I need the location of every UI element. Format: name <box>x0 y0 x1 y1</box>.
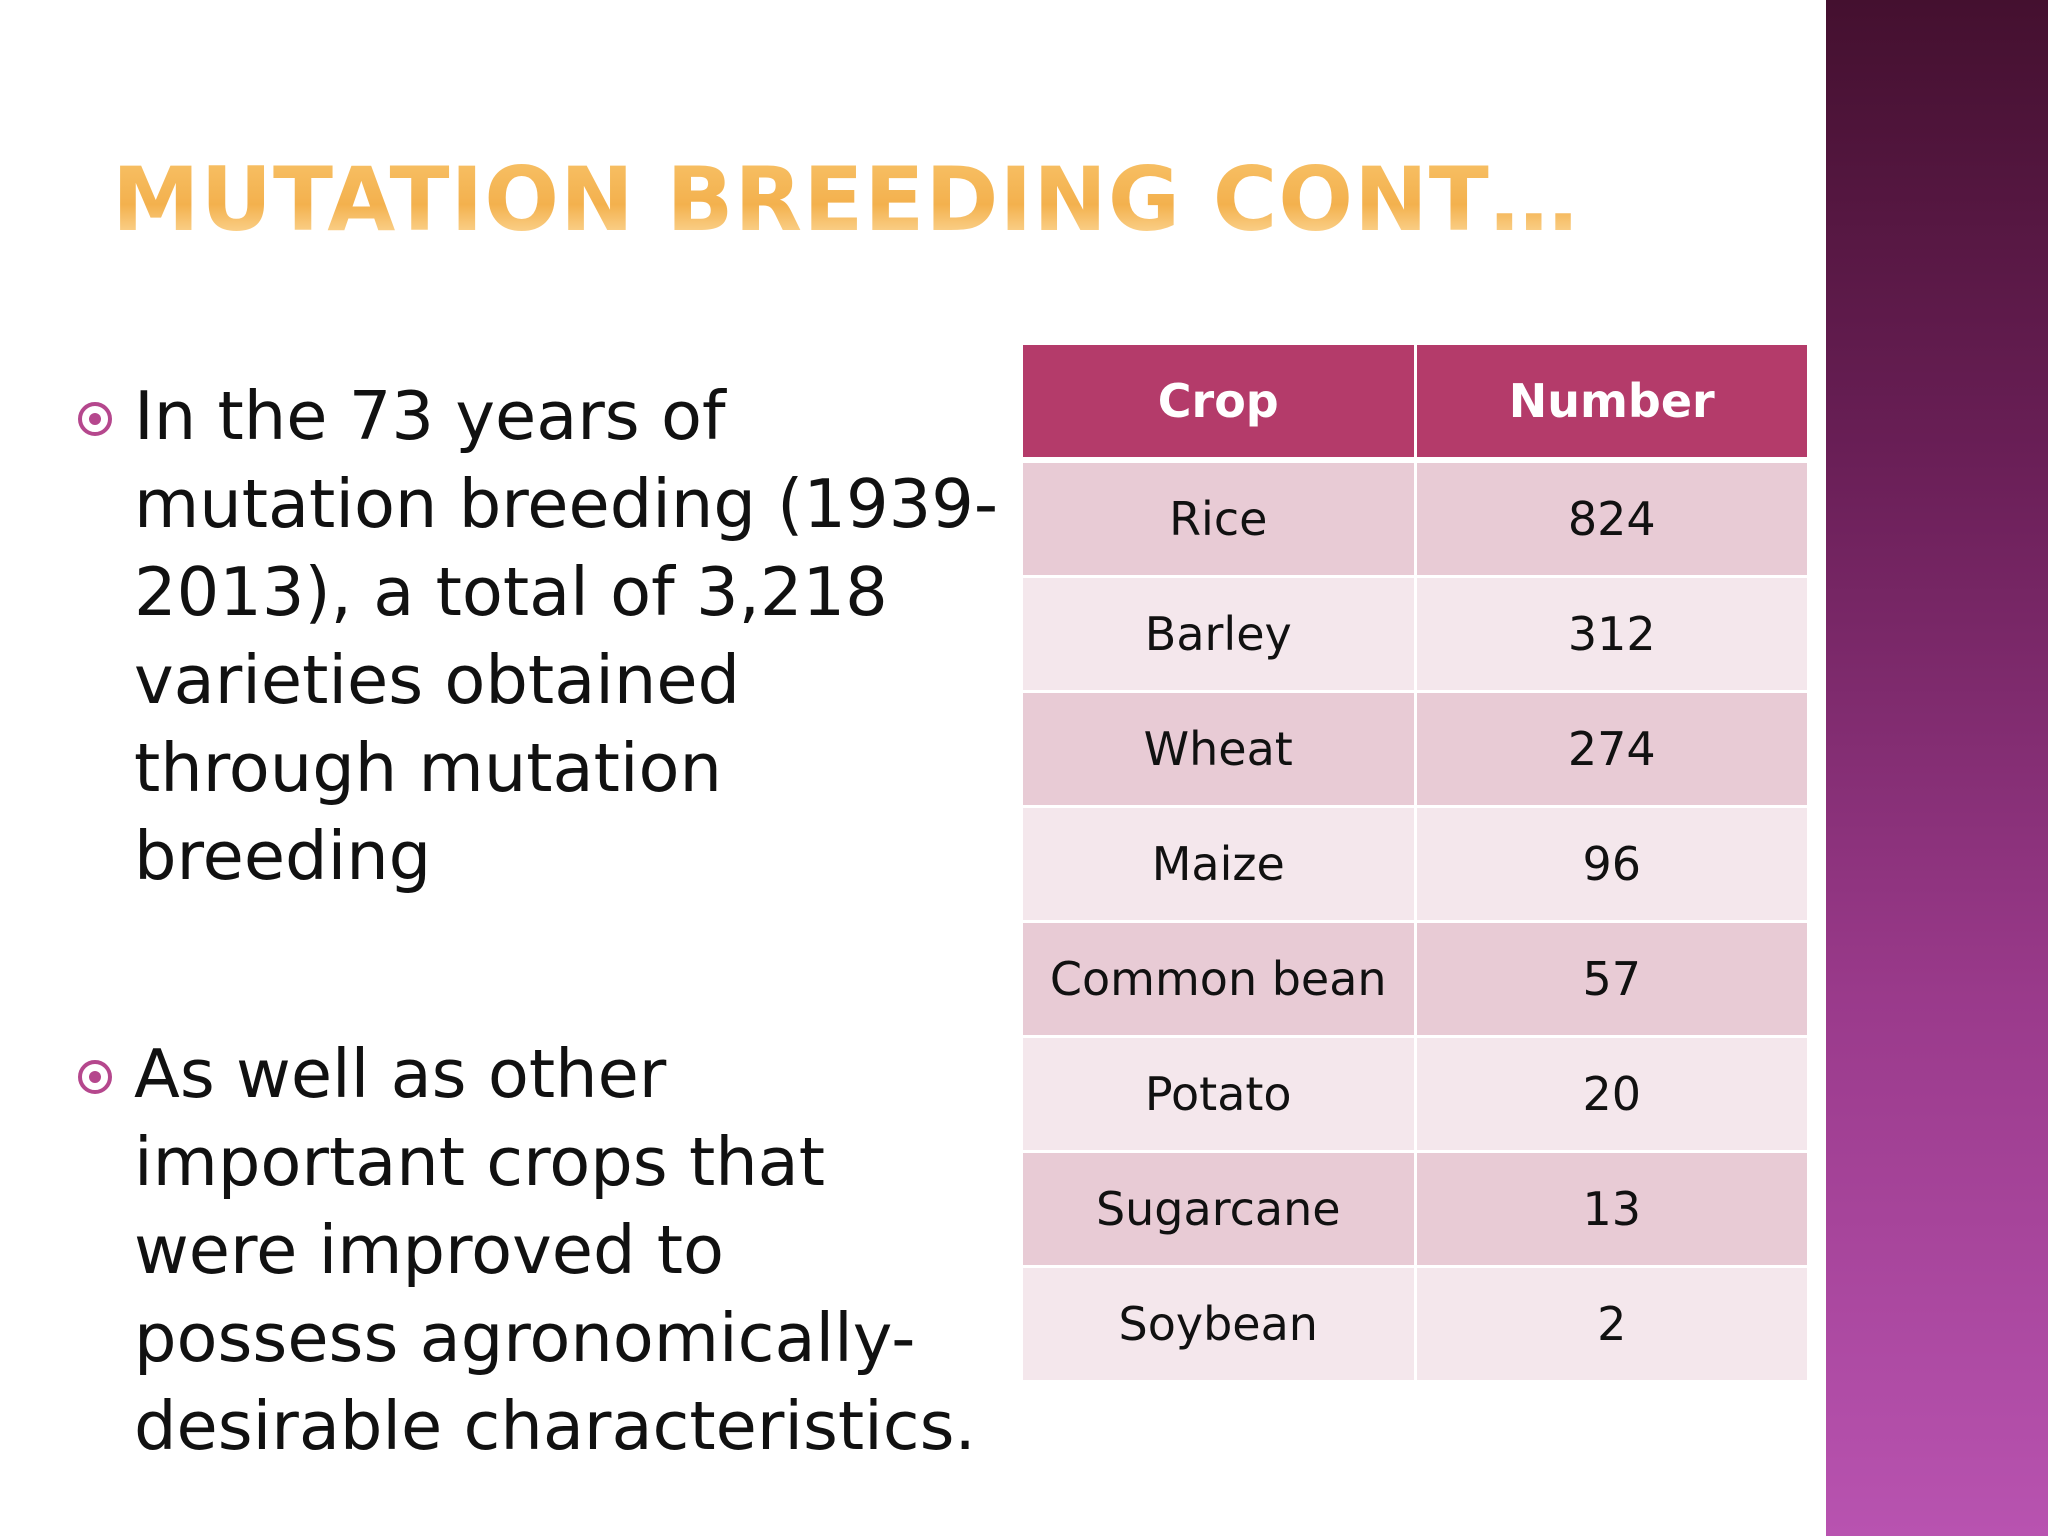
cell-crop: Barley <box>1020 575 1417 693</box>
cell-number: 2 <box>1413 1265 1810 1383</box>
cell-number: 312 <box>1413 575 1810 693</box>
table-row: Maize 96 <box>1020 805 1810 923</box>
bullet-text: As well as other important crops that we… <box>134 1035 976 1465</box>
crop-varieties-table: Crop Number Rice 824 Barley 312 Wheat 27… <box>1020 342 1810 1383</box>
table-row: Barley 312 <box>1020 575 1810 693</box>
bullet-item: In the 73 years of mutation breeding (19… <box>78 372 1008 900</box>
cell-number: 13 <box>1413 1150 1810 1268</box>
table-row: Common bean 57 <box>1020 920 1810 1038</box>
cell-number: 824 <box>1413 458 1810 578</box>
bullet-list: In the 73 years of mutation breeding (19… <box>78 372 1008 1470</box>
slide-title: Mutation breeding cont… <box>112 148 1579 251</box>
cell-crop: Maize <box>1020 805 1417 923</box>
table-row: Potato 20 <box>1020 1035 1810 1153</box>
bullet-circle-icon <box>78 402 112 436</box>
table-row: Sugarcane 13 <box>1020 1150 1810 1268</box>
cell-crop: Soybean <box>1020 1265 1417 1383</box>
cell-number: 274 <box>1413 690 1810 808</box>
cell-crop: Common bean <box>1020 920 1417 1038</box>
cell-crop: Potato <box>1020 1035 1417 1153</box>
cell-crop: Sugarcane <box>1020 1150 1417 1268</box>
bullet-circle-icon <box>78 1060 112 1094</box>
header-number: Number <box>1413 342 1810 463</box>
cell-number: 57 <box>1413 920 1810 1038</box>
cell-crop: Rice <box>1020 458 1417 578</box>
bullet-text: In the 73 years of mutation breeding (19… <box>134 377 998 895</box>
table-row: Soybean 2 <box>1020 1265 1810 1383</box>
table-row: Wheat 274 <box>1020 690 1810 808</box>
decorative-side-band <box>1826 0 2048 1536</box>
cell-crop: Wheat <box>1020 690 1417 808</box>
bullet-item: As well as other important crops that we… <box>78 1030 1008 1470</box>
cell-number: 96 <box>1413 805 1810 923</box>
cell-number: 20 <box>1413 1035 1810 1153</box>
table-header-row: Crop Number <box>1020 342 1810 463</box>
header-crop: Crop <box>1020 342 1417 463</box>
table-row: Rice 824 <box>1020 458 1810 578</box>
